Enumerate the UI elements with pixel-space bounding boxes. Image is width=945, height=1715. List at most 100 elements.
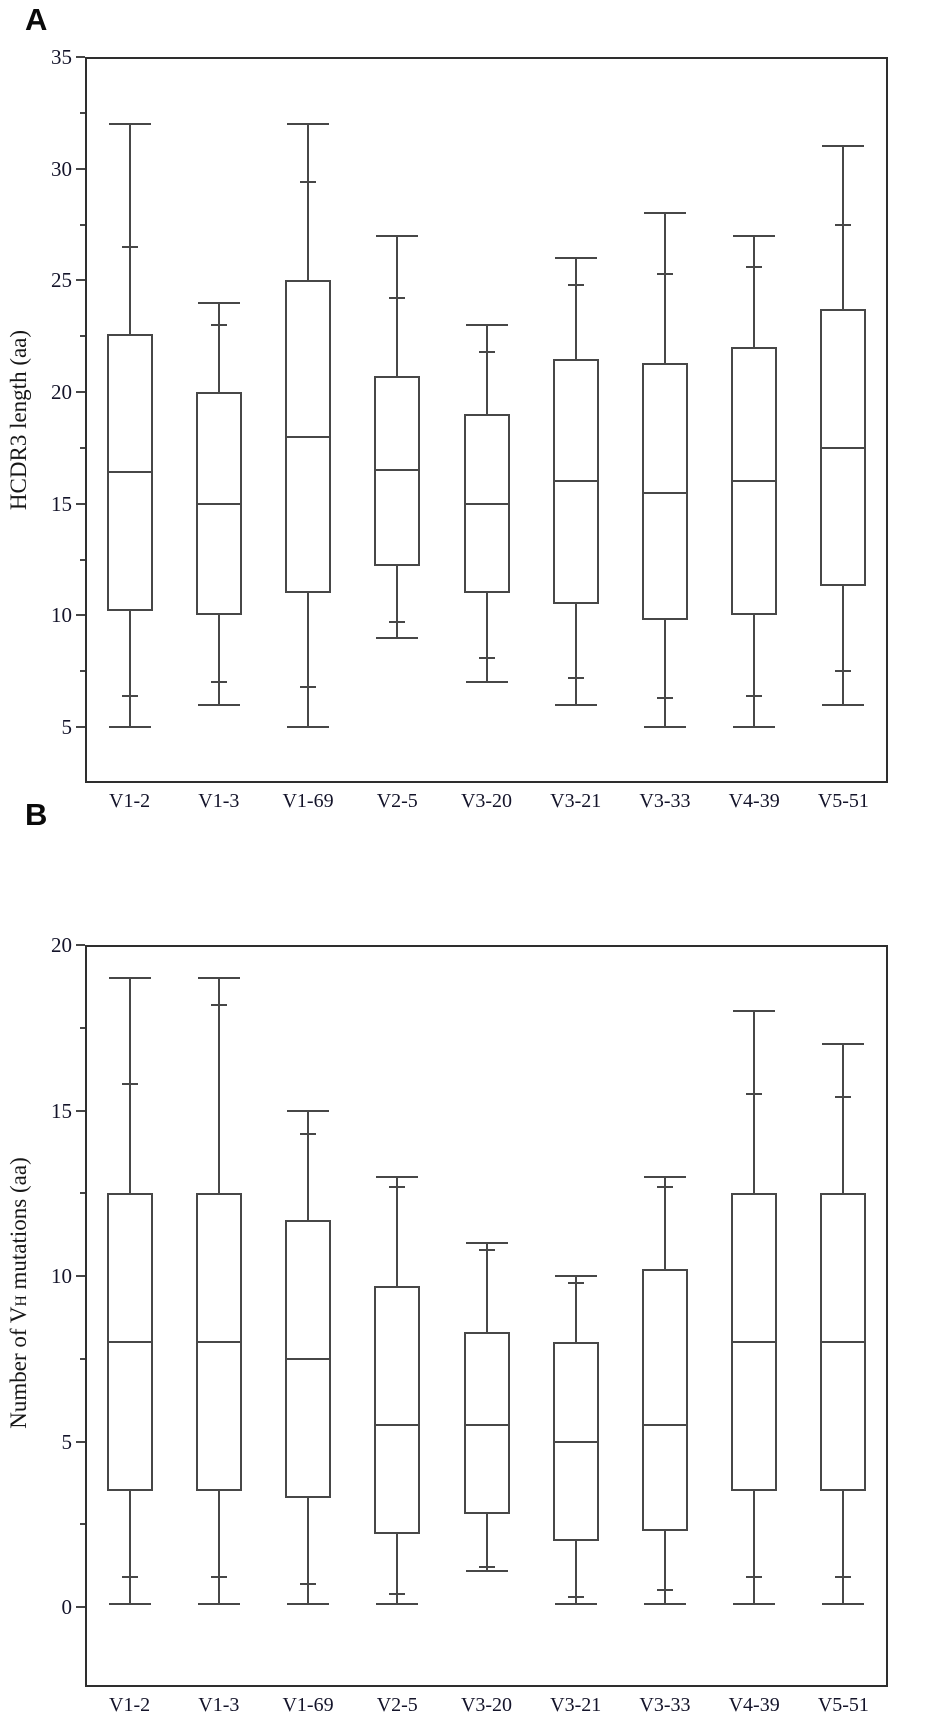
y-minor-tick-12.5 <box>80 1192 85 1195</box>
y-major-tick-30 <box>76 167 85 170</box>
percentile-tick-upper-V2-5 <box>389 297 406 300</box>
median-V3-33 <box>642 491 687 494</box>
whisker-cap-max-V1-2 <box>108 977 151 980</box>
whisker-upper-V4-39 <box>753 235 756 348</box>
percentile-tick-lower-V1-69 <box>300 1582 317 1585</box>
x-tick-label-V5-51: V5-51 <box>817 1694 869 1715</box>
y-axis-title-b: Number of VH mutations (aa) <box>6 1157 32 1429</box>
whisker-cap-max-V3-20 <box>465 1241 508 1244</box>
whisker-cap-max-V4-39 <box>733 1010 776 1013</box>
percentile-tick-upper-V1-2 <box>121 245 138 248</box>
whisker-cap-max-V2-5 <box>376 1175 419 1178</box>
whisker-upper-V1-2 <box>128 124 131 334</box>
y-major-tick-20 <box>76 391 85 393</box>
median-V4-39 <box>732 480 777 483</box>
x-tick-label-V3-33: V3-33 <box>639 790 691 812</box>
x-tick-label-V3-20: V3-20 <box>460 1694 513 1715</box>
percentile-tick-lower-V2-5 <box>389 621 406 624</box>
panel-letter-a: A <box>25 2 48 37</box>
median-V3-33 <box>642 1423 687 1426</box>
percentile-tick-upper-V4-39 <box>746 1092 763 1095</box>
x-tick-label-V3-21: V3-21 <box>550 790 602 812</box>
box-V3-33 <box>641 1269 688 1531</box>
whisker-cap-min-V3-20 <box>465 681 508 684</box>
whisker-upper-V3-21 <box>574 258 577 359</box>
whisker-lower-V3-21 <box>574 604 577 705</box>
percentile-tick-lower-V1-3 <box>210 681 227 684</box>
percentile-tick-lower-V3-21 <box>567 1596 584 1599</box>
percentile-tick-lower-V5-51 <box>835 1576 852 1579</box>
panel-b-frame <box>85 945 888 1687</box>
percentile-tick-upper-V2-5 <box>389 1185 406 1188</box>
whisker-lower-V3-33 <box>663 1530 666 1604</box>
whisker-cap-max-V5-51 <box>822 145 865 148</box>
median-V1-3 <box>196 1341 241 1344</box>
whisker-lower-V5-51 <box>842 1491 845 1604</box>
y-axis-title-b-subscript: H <box>13 1295 30 1307</box>
y-axis-title-a: HCDR3 length (aa) <box>6 330 32 510</box>
percentile-tick-upper-V1-69 <box>300 181 317 184</box>
y-major-tick-10 <box>76 614 85 617</box>
x-tick-label-V5-51: V5-51 <box>817 790 869 812</box>
y-minor-tick-27.5 <box>80 223 85 226</box>
whisker-upper-V3-20 <box>485 1242 488 1333</box>
box-V3-33 <box>641 362 688 620</box>
whisker-lower-V1-69 <box>307 1497 310 1604</box>
whisker-cap-max-V3-20 <box>465 324 508 326</box>
whisker-cap-max-V4-39 <box>733 234 776 237</box>
whisker-cap-min-V2-5 <box>376 636 419 639</box>
whisker-cap-min-V5-51 <box>822 703 865 706</box>
y-axis-title-a-text: HCDR3 length (aa) <box>6 329 31 511</box>
whisker-cap-min-V1-2 <box>108 1602 151 1605</box>
median-V1-2 <box>107 1341 152 1344</box>
percentile-tick-lower-V3-20 <box>478 1566 495 1569</box>
percentile-tick-lower-V2-5 <box>389 1592 406 1595</box>
y-tick-label-25: 25 <box>51 268 72 293</box>
y-tick-label-0: 0 <box>61 1595 73 1619</box>
whisker-lower-V3-20 <box>485 1514 488 1571</box>
median-V1-69 <box>286 435 331 438</box>
y-axis-title-b-prefix: Number of V <box>6 1306 31 1429</box>
whisker-lower-V1-2 <box>128 1491 131 1604</box>
y-major-tick-25 <box>76 279 85 282</box>
whisker-cap-min-V2-5 <box>376 1602 419 1605</box>
whisker-cap-max-V1-2 <box>108 123 151 125</box>
x-tick-label-V1-2: V1-2 <box>109 1694 151 1715</box>
percentile-tick-lower-V5-51 <box>835 670 852 673</box>
x-tick-label-V3-33: V3-33 <box>639 1694 691 1715</box>
whisker-cap-max-V3-33 <box>643 212 686 215</box>
whisker-cap-min-V1-69 <box>287 1602 330 1605</box>
x-tick-label-V3-21: V3-21 <box>550 1694 602 1715</box>
y-major-tick-5 <box>76 726 85 728</box>
panel-a-frame <box>85 57 888 783</box>
percentile-tick-lower-V1-3 <box>210 1576 227 1579</box>
y-minor-tick-2.5 <box>80 1523 85 1526</box>
y-major-tick-5 <box>76 1440 85 1443</box>
y-tick-label-30: 30 <box>51 156 72 181</box>
whisker-lower-V1-2 <box>128 610 131 727</box>
percentile-tick-lower-V1-2 <box>121 1576 138 1579</box>
percentile-tick-upper-V3-20 <box>478 1248 495 1251</box>
whisker-lower-V1-3 <box>217 1491 220 1604</box>
y-major-tick-15 <box>76 1109 85 1112</box>
whisker-cap-max-V3-21 <box>554 257 597 259</box>
median-V3-21 <box>553 480 598 483</box>
whisker-cap-min-V4-39 <box>733 726 776 728</box>
x-tick-label-V1-2: V1-2 <box>109 790 151 812</box>
whisker-cap-min-V3-33 <box>643 1602 686 1605</box>
whisker-lower-V3-20 <box>485 593 488 683</box>
y-tick-label-5: 5 <box>61 1429 73 1454</box>
whisker-upper-V3-20 <box>485 325 488 415</box>
whisker-upper-V3-33 <box>663 1176 666 1270</box>
whisker-cap-min-V1-69 <box>287 726 330 728</box>
whisker-lower-V5-51 <box>842 586 845 705</box>
percentile-tick-upper-V3-21 <box>567 1281 584 1284</box>
x-tick-label-V1-69: V1-69 <box>282 1694 334 1715</box>
percentile-tick-upper-V1-3 <box>210 1003 227 1006</box>
whisker-lower-V3-21 <box>574 1540 577 1604</box>
median-V2-5 <box>375 469 420 472</box>
whisker-cap-max-V2-5 <box>376 234 419 237</box>
whisker-lower-V2-5 <box>396 566 399 638</box>
y-tick-label-10: 10 <box>51 1264 72 1288</box>
